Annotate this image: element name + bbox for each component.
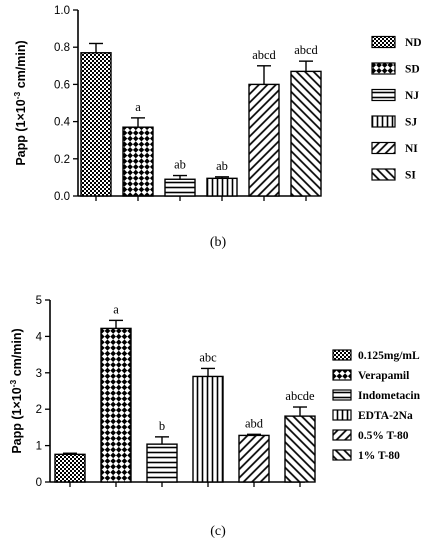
significance-label: abcde <box>285 389 315 403</box>
bar <box>80 52 112 197</box>
y-tick-label: 4 <box>36 331 43 343</box>
legend-swatch <box>371 168 396 181</box>
legend-label: SI <box>405 170 416 182</box>
y-tick-label: 0.0 <box>54 191 70 203</box>
panel-label: (b) <box>210 235 227 250</box>
legend-label: Verapamil <box>358 370 409 382</box>
y-tick-label: 1.0 <box>54 5 70 17</box>
bar <box>192 375 224 483</box>
significance-label: a <box>135 100 141 114</box>
chart-panel-b: 0.0 0.2 0.4 0.6 0.8 1.0 Papp (1×10-3 cm/min) a a… <box>12 5 422 250</box>
legend-swatch <box>332 409 352 421</box>
y-tick-label: 0.6 <box>54 79 70 91</box>
legend-label: EDTA-2Na <box>358 410 413 422</box>
y-tick-label: 0 <box>36 477 42 489</box>
significance-label: abcd <box>252 48 276 62</box>
y-tick-label: 0.8 <box>54 42 70 54</box>
legend-swatch <box>371 141 396 155</box>
bar <box>146 443 178 483</box>
legend-label: 1% T-80 <box>358 450 400 462</box>
legend-swatch <box>332 389 352 401</box>
legend-label: Indometacin <box>358 390 421 402</box>
bar <box>284 415 316 483</box>
chart-panel-c: 0 1 2 3 4 5 Papp (1×10-3 cm/min) a b abc abd abcde 0… <box>8 295 421 539</box>
significance-label: ab <box>216 159 228 173</box>
legend-swatch <box>332 369 352 381</box>
bar <box>100 327 132 483</box>
legend-swatch <box>371 35 396 49</box>
bar <box>122 126 154 197</box>
y-tick-label: 0.2 <box>54 154 70 166</box>
significance-label: abd <box>245 416 264 430</box>
legend-label: NJ <box>405 90 419 102</box>
legend-swatch <box>332 449 352 461</box>
y-tick-label: 2 <box>36 404 42 416</box>
y-tick-label: 5 <box>36 295 42 307</box>
bar <box>248 83 280 197</box>
significance-label: a <box>113 302 119 316</box>
legend-label: NI <box>405 143 418 155</box>
bar <box>238 434 270 483</box>
legend-swatch <box>332 429 352 441</box>
legend-label: ND <box>405 37 422 49</box>
bar <box>54 453 86 483</box>
legend-swatch <box>371 115 396 128</box>
bar <box>206 177 238 197</box>
legend-label: SD <box>405 64 420 76</box>
legend-label: 0.5% T-80 <box>358 430 409 442</box>
legend-label: 0.125mg/mL <box>358 350 420 362</box>
significance-label: abcd <box>294 43 318 57</box>
significance-label: abc <box>199 350 217 364</box>
bar <box>290 70 322 197</box>
legend-swatch <box>371 62 396 75</box>
significance-label: b <box>159 419 165 433</box>
y-axis-label: Papp (1×10-3 cm/min) <box>12 40 28 165</box>
legend-label: SJ <box>405 117 417 129</box>
panel-label: (c) <box>210 524 226 539</box>
y-tick-label: 0.4 <box>54 117 71 129</box>
legend-swatch <box>332 349 352 361</box>
bar <box>164 178 196 197</box>
y-axis-label: Papp (1×10-3 cm/min) <box>8 328 24 453</box>
significance-label: ab <box>174 158 186 172</box>
y-tick-label: 3 <box>36 368 42 380</box>
legend-swatch <box>371 88 396 102</box>
y-tick-label: 1 <box>36 441 42 453</box>
